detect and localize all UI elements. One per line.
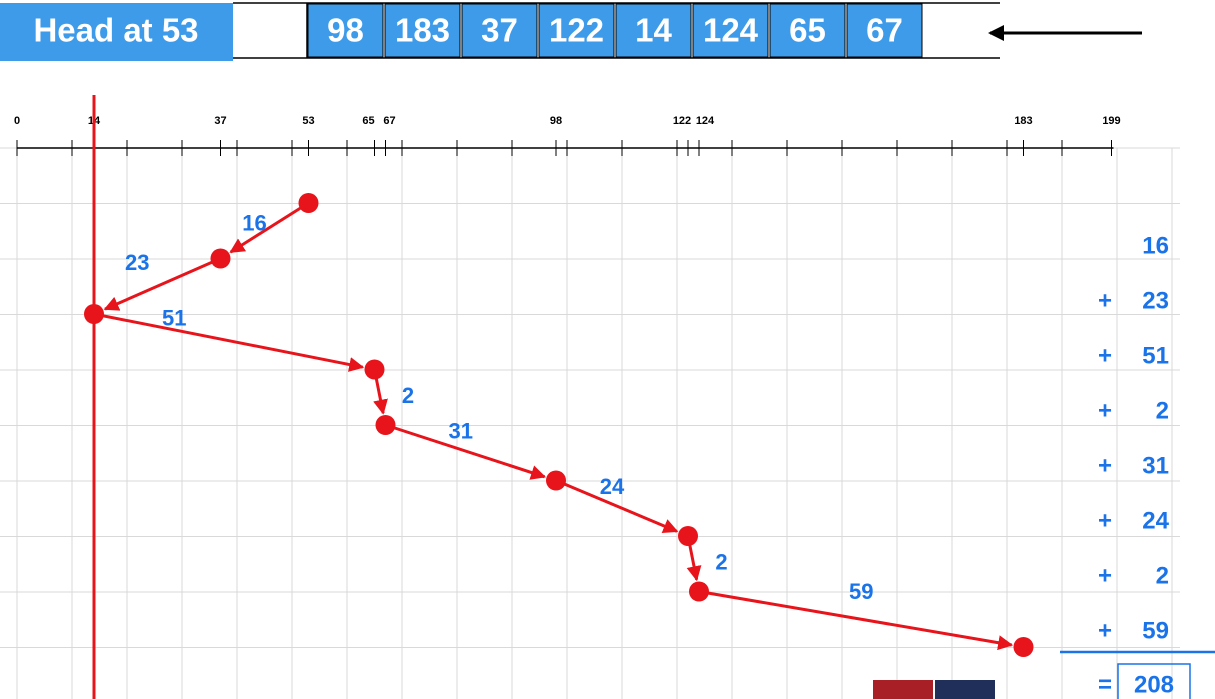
queue-value: 183 <box>395 12 450 49</box>
distance-label: 51 <box>162 306 186 331</box>
sum-term: 24 <box>1142 507 1169 534</box>
distance-label: 23 <box>125 250 149 275</box>
seek-point <box>84 304 104 324</box>
axis-tick-label: 53 <box>302 115 314 127</box>
sum-term: 59 <box>1142 617 1169 644</box>
sum-total: 208 <box>1134 671 1174 698</box>
queue-value: 65 <box>789 12 826 49</box>
equals-sign: = <box>1098 671 1112 698</box>
distance-label: 24 <box>600 474 625 499</box>
axis-tick-label: 67 <box>383 115 395 127</box>
seek-point <box>364 359 385 380</box>
grid <box>0 147 1180 699</box>
seek-arrow <box>385 423 547 480</box>
distance-label: 31 <box>449 419 473 444</box>
distance-label: 16 <box>242 211 266 236</box>
plus-sign: + <box>1098 562 1112 589</box>
head-box <box>0 3 233 61</box>
seek-point <box>210 248 231 269</box>
queue-cell <box>461 3 538 58</box>
axis-tick-label: 37 <box>214 115 226 127</box>
queue-cell <box>615 3 692 58</box>
seek-arrow <box>103 257 222 311</box>
sum-term: 51 <box>1142 342 1169 369</box>
sum-term: 2 <box>1156 562 1169 589</box>
sum-term: 16 <box>1142 232 1169 259</box>
queue-cell <box>538 3 615 58</box>
distance-label: 2 <box>402 383 414 408</box>
queue-value: 124 <box>703 12 759 49</box>
head-label: Head at 53 <box>33 12 198 49</box>
axis-tick-label: 199 <box>1102 115 1120 127</box>
distance-label: 59 <box>849 579 873 604</box>
axis-tick-label: 0 <box>14 115 20 127</box>
queue-value: 67 <box>866 12 903 49</box>
seek-point <box>1013 637 1034 657</box>
total-box <box>1117 663 1191 699</box>
plus-sign: + <box>1098 617 1112 644</box>
queue-value: 98 <box>327 12 364 49</box>
axis-tick-label: 65 <box>362 115 374 127</box>
sum-term: 23 <box>1142 287 1169 314</box>
axis-tick-label: 183 <box>1014 115 1032 127</box>
seek-point <box>678 526 698 546</box>
seek-point <box>546 470 566 491</box>
queue-cell <box>846 3 923 58</box>
plus-sign: + <box>1098 287 1112 314</box>
axis-tick-label: 122 <box>673 115 691 127</box>
plus-sign: + <box>1098 342 1112 369</box>
axis-tick-label: 98 <box>550 115 562 127</box>
axis-tick-label: 124 <box>696 115 715 127</box>
queue-arrow-head <box>988 25 1004 41</box>
seek-arrow <box>698 590 1014 651</box>
plus-sign: + <box>1098 507 1112 534</box>
sum-term: 31 <box>1142 452 1169 479</box>
queue-value: 122 <box>549 12 604 49</box>
seek-arrow <box>555 479 679 534</box>
seek-arrow <box>229 201 310 254</box>
seek-point <box>298 193 319 213</box>
queue-cell <box>307 3 384 58</box>
plus-sign: + <box>1098 452 1112 479</box>
sum-term: 2 <box>1156 397 1169 424</box>
seek-point <box>375 415 396 435</box>
queue-cell <box>769 3 846 58</box>
seek-arrow <box>93 312 365 372</box>
queue-cell <box>692 3 769 58</box>
logo <box>873 680 995 699</box>
queue-value: 14 <box>635 12 672 49</box>
plus-sign: + <box>1098 397 1112 424</box>
queue-cell <box>384 3 461 58</box>
distance-label: 2 <box>715 550 727 575</box>
seek-point <box>689 581 709 602</box>
queue-value: 37 <box>481 12 518 49</box>
